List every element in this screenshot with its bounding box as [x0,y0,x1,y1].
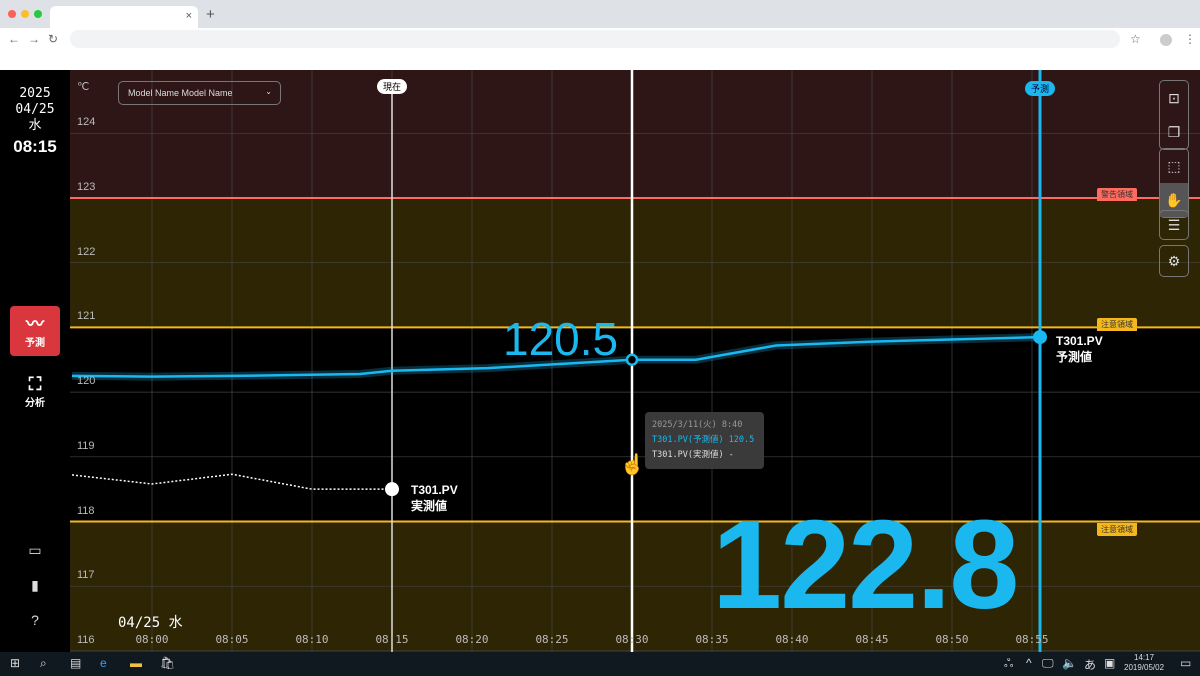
chat-icon[interactable]: ▭ [28,542,42,558]
trend-chart[interactable] [70,70,1200,652]
settings-button[interactable]: ⚙ [1159,245,1189,277]
mode-tool-group: ⬚ ✋ [1159,148,1189,218]
hand-cursor-icon: ☝ [620,454,645,476]
warning-zone [70,70,1200,198]
browser-tab[interactable]: × [50,6,198,28]
x-tick-label: 08:50 [935,633,969,646]
menu-icon[interactable]: ⋮ [1184,32,1196,46]
y-tick-label: 122 [77,245,96,258]
y-tick-label: 118 [77,504,95,517]
store-icon[interactable]: 🛍 [160,656,176,670]
y-tick-label: 120 [77,375,96,388]
forward-button[interactable]: → [28,32,40,46]
bookmark-add-icon[interactable]: ⊡ [1168,90,1180,106]
help-icon[interactable]: ? [31,612,39,628]
weekday: 水 [28,118,42,133]
windows-start-icon[interactable]: ⊞ [10,656,21,670]
y-tick-label: 116 [77,633,95,646]
ime-indicator[interactable]: あ [1084,658,1097,672]
tooltip-actual: T301.PV(実測値) - [652,450,734,460]
x-tick-label: 08:55 [1015,633,1049,646]
x-tick-label: 08:05 [215,633,249,646]
close-tab-icon[interactable]: × [185,10,192,22]
actual-series-label: T301.PV 実測値 [411,483,458,513]
x-tick-label: 08:00 [135,633,169,646]
y-tick-label: 119 [77,439,95,452]
caution-zone-lower [70,521,1200,652]
list-icon: ☰ [1167,217,1181,233]
actual-series-line [71,473,392,490]
profile-avatar[interactable] [1160,34,1172,46]
network-icon[interactable]: 🖵 [1042,656,1054,670]
trend-icon: 〰 [26,314,44,334]
pan-hand-icon[interactable]: ✋ [1160,183,1188,217]
settings-icon: ⚙ [1167,253,1181,269]
current-value: 120.5 [503,313,619,365]
nav-analysis[interactable]: ⛶ 分析 [10,366,60,416]
windows-taskbar: ⊞ ⌕ ▤ e ▬ 🛍 ஃ ^ 🖵 🔈 あ ▣ 14:17 2019/05/02 … [0,652,1200,676]
x-tick-label: 08:30 [615,633,649,646]
star-icon[interactable]: ☆ [1130,32,1141,46]
tooltip-time: 2025/3/11(火) 8:40 [652,420,743,430]
back-button[interactable]: ← [8,32,20,46]
focus-icon: ⛶ [28,374,42,394]
date: 04/25 [15,102,55,117]
clock[interactable]: 14:17 2019/05/02 [1124,653,1165,672]
y-tick-label: 121 [77,310,96,323]
actual-end-point [385,482,399,497]
caution-zone-lower-label: 注意領域 [1097,523,1137,536]
x-tick-label: 08:20 [455,633,489,646]
tooltip-forecast: T301.PV(予測値) 120.5 [652,435,755,445]
tooltip: 2025/3/11(火) 8:40 T301.PV(予測値) 120.5 T30… [645,412,764,469]
list-button[interactable]: ☰ [1159,210,1189,240]
y-axis-unit: ℃ [77,81,90,93]
tab-bar: × + [0,0,1200,28]
chart-date-label: 04/25 水 [118,615,183,631]
bar-chart-icon[interactable]: ▮ [31,577,39,593]
bookmarks-icon[interactable]: ❐ [1167,124,1181,140]
y-tick-label: 124 [77,116,96,129]
y-tick-label: 123 [77,181,96,193]
browser-chrome: × + ← → ↻ ☆ ⋮ [0,0,1200,70]
edge-icon[interactable]: e [100,656,107,670]
x-tick-label: 08:35 [695,633,729,646]
notification-icon[interactable]: ▭ [1180,656,1192,670]
address-bar[interactable] [70,30,1120,48]
now-marker-label: 現在 [376,79,408,94]
x-tick-label: 08:25 [535,633,569,646]
sidebar: 2025 04/25 水 08:15 〰予測 ⛶ 分析 ▭ ▮ ? [0,70,70,652]
close-window-button[interactable] [8,10,16,18]
task-view-icon[interactable]: ▤ [70,656,82,670]
reload-button[interactable]: ↻ [48,32,59,46]
nav-forecast[interactable]: 〰予測 [10,306,60,356]
forecast-big-value: 122.8 [712,494,1019,635]
tray-chevron-icon[interactable]: ^ [1026,656,1032,670]
x-tick-label: 08:10 [295,633,329,646]
x-tick-label: 08:45 [855,633,889,646]
x-tick-label: 08:40 [775,633,809,646]
cursor-point [625,353,639,366]
x-tick-label: 08:15 [375,633,409,646]
minimize-window-button[interactable] [21,10,29,18]
select-area-icon[interactable]: ⬚ [1167,158,1181,174]
explorer-icon[interactable]: ▬ [130,656,142,670]
year: 2025 [19,86,51,101]
forecast-end-point [1033,330,1047,345]
maximize-window-button[interactable] [34,10,42,18]
forecast-series-label: T301.PV 予測値 [1056,334,1103,364]
people-icon[interactable]: ஃ [1004,656,1014,670]
volume-icon[interactable]: 🔈 [1062,656,1077,670]
forecast-marker-label: 予測 [1024,81,1056,96]
caution-zone-upper-label: 注意領域 [1097,318,1137,331]
model-select[interactable]: Model Name Model Name ⌄ [118,81,281,105]
bookmark-tool-group: ⊡ ❐ [1159,80,1189,150]
new-tab-button[interactable]: + [206,6,215,23]
chevron-down-icon: ⌄ [265,87,272,96]
search-icon[interactable]: ⌕ [40,656,47,670]
ime-pad-icon[interactable]: ▣ [1104,656,1116,670]
warning-zone-label: 警告領域 [1097,188,1137,201]
forecast-series-line [71,335,1041,378]
y-tick-label: 117 [77,569,95,582]
clock: 08:15 [13,137,57,156]
